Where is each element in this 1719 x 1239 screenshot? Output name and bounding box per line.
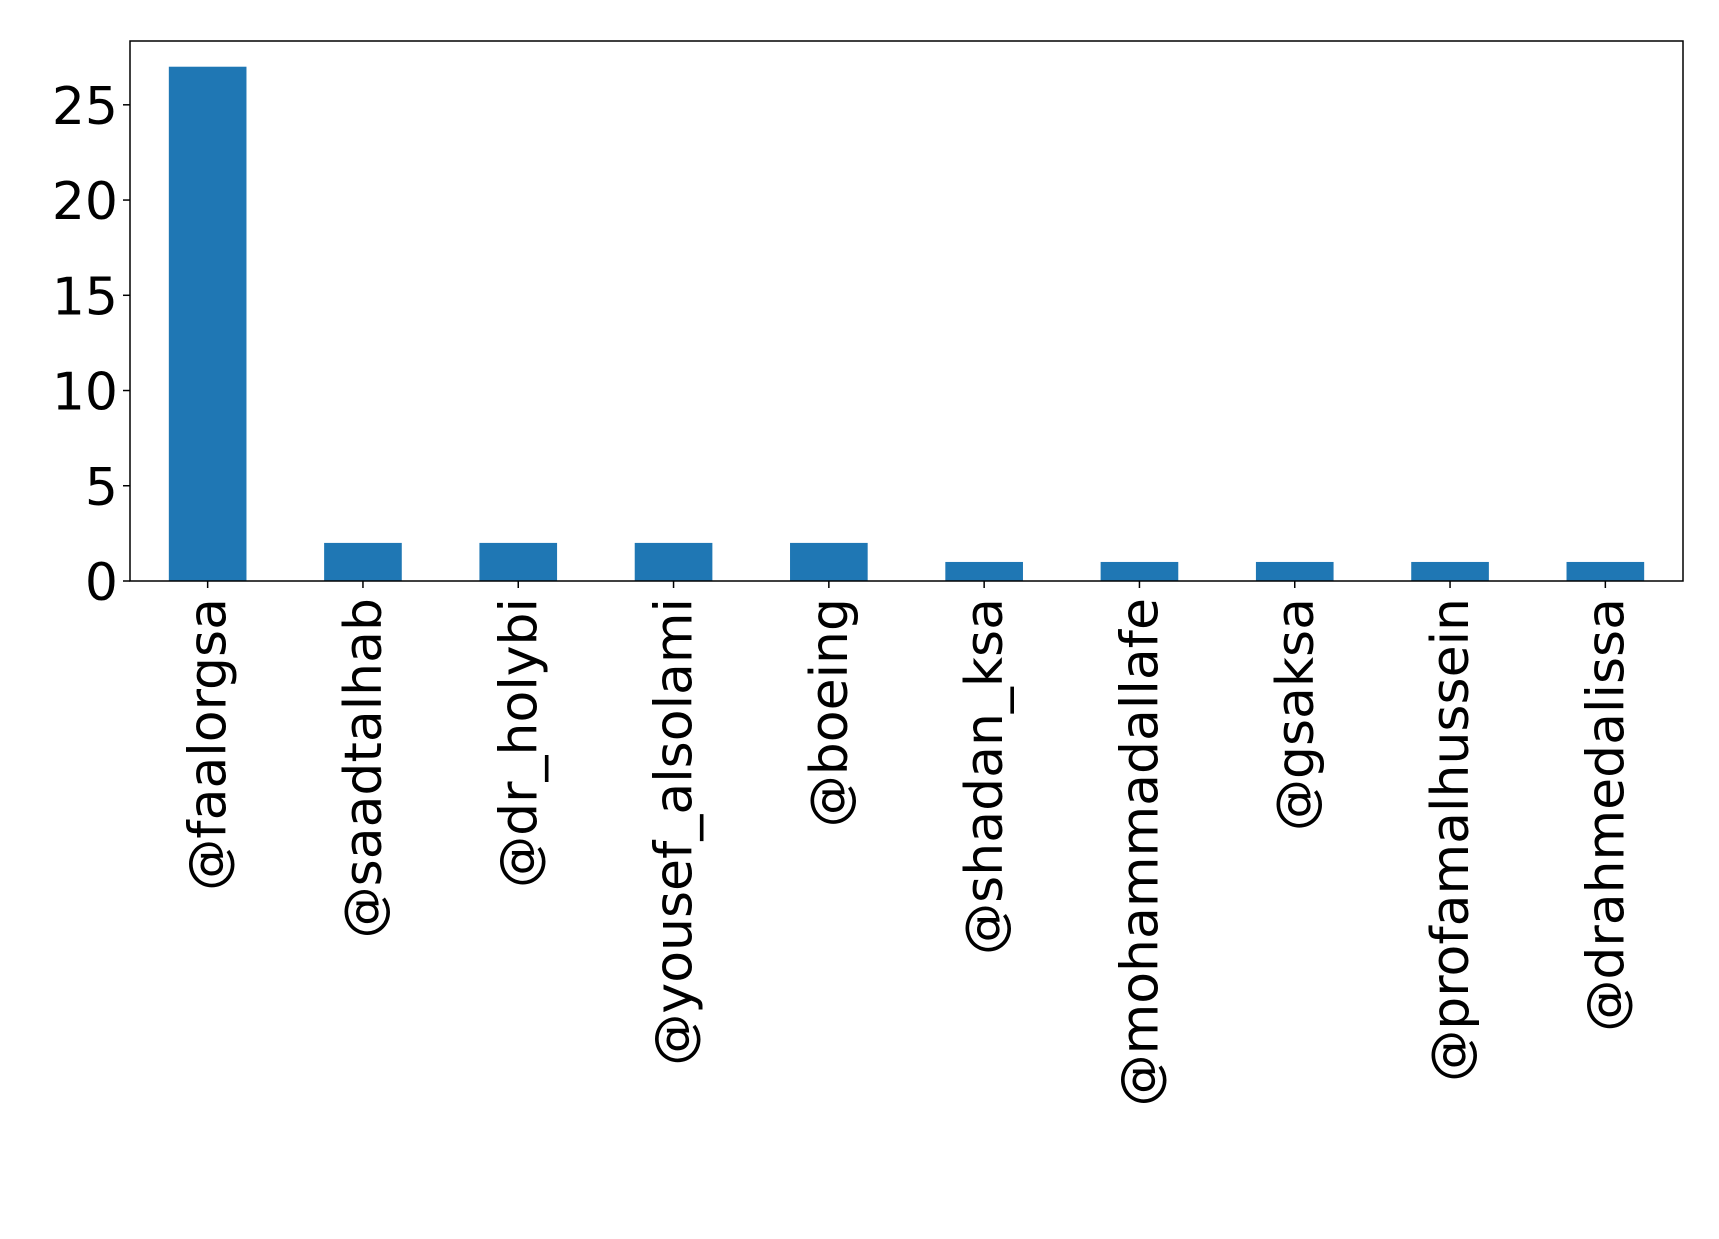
bar-7: [1255, 561, 1334, 581]
y-tick-label-0: 0: [85, 553, 118, 613]
bars-layer: [168, 66, 1645, 581]
plot-area-frame: [129, 40, 1684, 582]
bar-2: [479, 542, 558, 581]
x-tick-label-1: @saadtalhab: [334, 598, 394, 938]
y-tick-label-1: 5: [85, 458, 118, 518]
x-tick-label-9: @drahmedalissa: [1576, 598, 1636, 1032]
bar-8: [1411, 561, 1489, 581]
bar-9: [1566, 561, 1645, 581]
x-tick-label-8: @profamalhussein: [1421, 598, 1481, 1082]
x-tick-label-3: @yousef_alsolami: [645, 598, 705, 1066]
x-tick-label-5: @shadan_ksa: [955, 598, 1015, 955]
y-axis-ticks: 0 5 10 15 20 25: [52, 77, 130, 613]
y-tick-label-5: 25: [52, 77, 118, 137]
y-tick-label-4: 20: [52, 172, 118, 232]
x-axis-ticks: @faalorgsa @saadtalhab @dr_holybi @yousef_a…: [179, 581, 1636, 1106]
y-tick-label-3: 15: [52, 267, 118, 327]
x-tick-label-6: @mohammadallafe: [1110, 598, 1170, 1106]
y-tick-label-2: 10: [52, 363, 118, 423]
x-tick-label-0: @faalorgsa: [179, 598, 239, 891]
bar-5: [945, 561, 1023, 581]
bar-4: [790, 542, 868, 581]
x-tick-label-4: @boeing: [800, 598, 860, 827]
bar-6: [1100, 561, 1179, 581]
bar-1: [324, 542, 402, 581]
x-tick-label-2: @dr_holybi: [489, 598, 549, 888]
bar-0: [168, 66, 247, 581]
bar-3: [634, 542, 713, 581]
x-tick-label-7: @gsaksa: [1266, 598, 1326, 831]
